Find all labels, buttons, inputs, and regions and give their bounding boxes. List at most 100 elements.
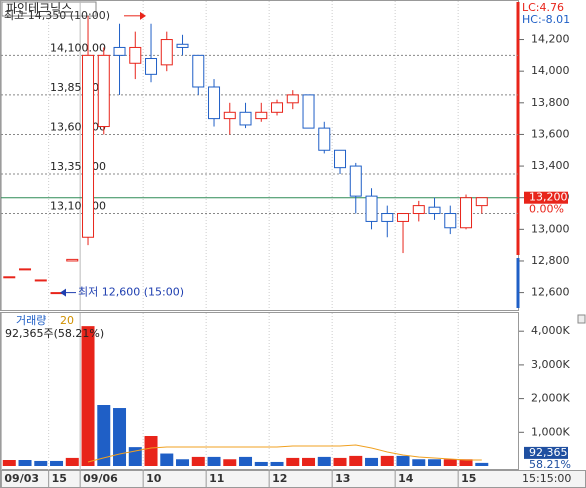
candle-body: [302, 94, 315, 129]
y-tick-label: 14,000: [531, 64, 570, 77]
level-label: 13,100.00: [50, 200, 106, 213]
candle-body: [129, 46, 142, 64]
y-tick-label: 13,600: [531, 127, 570, 140]
panel-close[interactable]: [577, 314, 586, 324]
candle-body: [113, 46, 126, 56]
y-tick-label: 4,000K: [531, 324, 570, 337]
volume-change-label: 58.21%: [529, 458, 571, 471]
level-label: 13,850.00: [50, 81, 106, 94]
candle-body: [365, 195, 378, 222]
volume-bar: [459, 459, 473, 466]
volume-bar: [349, 455, 363, 466]
volume-bar: [317, 456, 331, 466]
candle-body: [176, 43, 189, 48]
x-tick-label: 10: [146, 472, 162, 485]
candle-body: [66, 258, 79, 262]
y-tick-label: 13,800: [531, 96, 570, 109]
ma-label: 20: [60, 314, 74, 327]
arrow-head: [140, 11, 146, 20]
y-tick-label: 2,000K: [531, 392, 570, 405]
volume-bar: [239, 456, 253, 466]
volume-bar: [65, 457, 79, 466]
volume-bar: [191, 456, 205, 466]
current-price-box: [524, 191, 568, 204]
chart-title: 파인테크닉스: [6, 2, 72, 16]
volume-bar: [428, 459, 442, 466]
candle-body: [349, 165, 362, 197]
candle-body: [208, 86, 221, 120]
x-tick-label: 15: [52, 472, 67, 485]
volume-bar: [333, 457, 347, 466]
volume-title: 거래량: [16, 314, 46, 327]
candle-body: [444, 213, 457, 229]
x-tick-label: 11: [209, 472, 224, 485]
candle-body: [475, 197, 488, 207]
x-tick-label: 09/06: [83, 472, 118, 485]
candle-body: [397, 213, 410, 222]
candle-body: [19, 268, 32, 271]
x-tick-label: 12: [272, 472, 287, 485]
y-tick-label: 12,600: [531, 286, 570, 299]
y-tick-label: 13,400: [531, 159, 570, 172]
time-label: 15:15:00: [522, 472, 571, 485]
level-label: 13,350.00: [50, 160, 106, 173]
candle-body: [318, 127, 331, 151]
level-label: 14,100.00: [50, 41, 106, 54]
y-tick-label: 3,000K: [531, 358, 570, 371]
x-tick-label: 14: [398, 472, 414, 485]
candle-body: [460, 197, 473, 229]
candle-body: [255, 111, 268, 120]
volume-bar: [97, 405, 111, 466]
candle-body: [3, 276, 16, 279]
volume-bar: [443, 459, 457, 466]
volume-bar: [160, 453, 174, 466]
y-tick-label: 14,200: [531, 33, 570, 46]
candle-body: [381, 213, 394, 222]
current-change-label: 0.00%: [529, 203, 564, 216]
candle-body: [286, 94, 299, 104]
level-label: 13,600.00: [50, 120, 106, 133]
y-tick-label: 12,800: [531, 254, 570, 267]
volume-bar: [207, 456, 221, 466]
volume-bar: [113, 408, 127, 466]
ma-line: [87, 444, 482, 463]
volume-info: 92,365주(58.21%): [5, 327, 104, 340]
candle-body: [334, 149, 347, 169]
current-price-label: 13,200: [529, 191, 568, 204]
volume-bar: [18, 460, 32, 466]
volume-legend: 거래량 20 92,365주(58.21%): [5, 314, 104, 340]
candle-body: [412, 205, 425, 215]
candle-body: [223, 111, 236, 120]
candle-body: [82, 54, 95, 238]
volume-bar: [302, 457, 316, 466]
volume-bar: [144, 436, 158, 466]
candle-body: [97, 54, 110, 128]
candle-body: [160, 39, 173, 66]
volume-bar: [270, 461, 284, 466]
volume-current-label: 92,365: [529, 446, 568, 459]
candle-body: [271, 102, 284, 113]
x-tick-label: 13: [335, 472, 350, 485]
annotation: 최저 12,600 (15:00): [78, 286, 184, 299]
candle-body: [192, 54, 205, 88]
candle-body: [145, 58, 158, 75]
volume-current-box: [524, 446, 568, 459]
y-tick-label: 1,000K: [531, 425, 570, 438]
y-tick-label: 13,000: [531, 222, 570, 235]
x-tick-label: 09/03: [4, 472, 39, 485]
volume-bar: [254, 461, 268, 466]
volume-bar: [365, 457, 379, 466]
volume-bar: [396, 455, 410, 466]
volume-bar: [286, 457, 300, 466]
volume-bar: [223, 459, 237, 466]
candle-body: [428, 206, 441, 215]
arrow-head: [60, 288, 66, 297]
volume-bar: [34, 460, 48, 466]
lc-label: LC:4.76: [522, 1, 564, 14]
volume-bar: [176, 459, 190, 466]
x-tick-label: 15: [461, 472, 476, 485]
volume-bar: [412, 459, 426, 466]
annotation: 최고 14,350 (10:00): [4, 9, 110, 22]
candle-body: [34, 279, 47, 282]
